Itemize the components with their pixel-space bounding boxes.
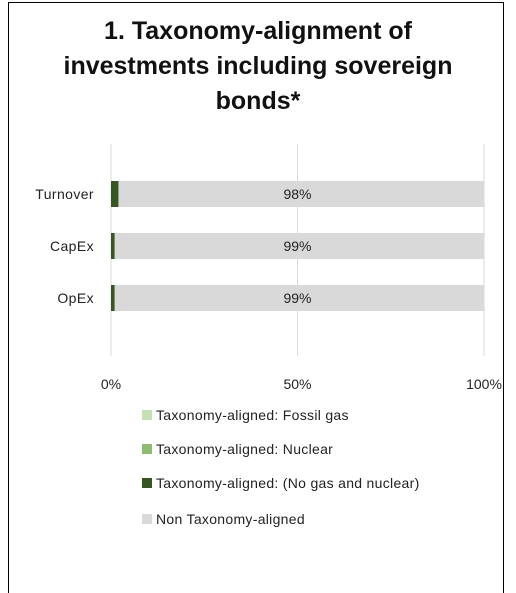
legend-swatch	[142, 444, 152, 454]
category-label: Turnover	[35, 186, 94, 202]
data-label: 98%	[283, 186, 311, 202]
bar-segment	[114, 285, 484, 311]
chart-title: 1. Taxonomy-alignment of investments inc…	[63, 17, 453, 115]
x-tick-label: 0%	[101, 376, 121, 392]
legend-item: Non Taxonomy-aligned	[142, 510, 482, 528]
legend-swatch	[142, 478, 152, 488]
legend-label: Taxonomy-aligned: Fossil gas	[156, 407, 349, 423]
legend-item: Taxonomy-aligned: (No gas and nuclear)	[142, 474, 482, 492]
legend: Taxonomy-aligned: Fossil gas Taxonomy-ali…	[142, 406, 482, 528]
legend-label: Taxonomy-aligned: (No gas and nuclear)	[156, 475, 420, 491]
category-label: CapEx	[50, 238, 94, 254]
x-tick-label: 100%	[466, 376, 502, 392]
data-label: 99%	[283, 238, 311, 254]
legend-swatch	[142, 514, 152, 524]
legend-swatch	[142, 410, 152, 420]
x-tick-label: 50%	[283, 376, 311, 392]
legend-label: Taxonomy-aligned: Nuclear	[156, 441, 334, 457]
bar-segment	[118, 181, 485, 207]
bar-segment	[111, 181, 119, 207]
legend-item: Taxonomy-aligned: Fossil gas	[142, 406, 482, 424]
bar-segment	[111, 233, 115, 259]
bar-segment	[114, 233, 484, 259]
data-label: 99%	[283, 290, 311, 306]
category-label: OpEx	[57, 290, 94, 306]
legend-item: Taxonomy-aligned: Nuclear	[142, 440, 482, 458]
legend-label: Non Taxonomy-aligned	[156, 511, 305, 527]
bar-segment	[111, 285, 115, 311]
chart-frame	[8, 2, 504, 593]
